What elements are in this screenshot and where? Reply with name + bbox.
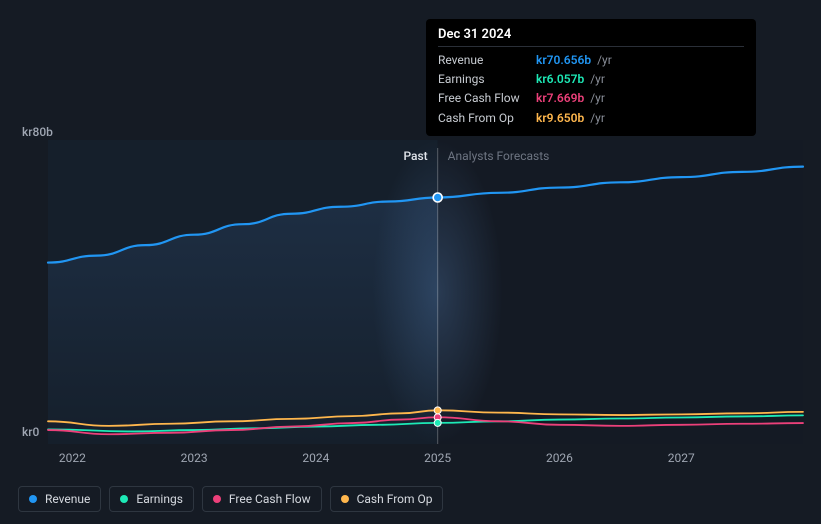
- tooltip-row-value: kr9.650b: [536, 109, 584, 128]
- legend-item[interactable]: Earnings: [109, 486, 194, 512]
- y-tick-label: kr0: [22, 425, 39, 439]
- tooltip-row-value: kr6.057b: [536, 70, 584, 89]
- tooltip-row-label: Revenue: [438, 51, 530, 70]
- forecast-section-label: Analysts Forecasts: [448, 149, 550, 163]
- tooltip-row-label: Free Cash Flow: [438, 89, 530, 108]
- legend-dot-icon: [29, 495, 37, 503]
- legend-dot-icon: [341, 495, 349, 503]
- tooltip-row: Cash From Op kr9.650b/yr: [438, 109, 744, 128]
- tooltip-date: Dec 31 2024: [438, 27, 744, 42]
- marker-earnings: [434, 419, 441, 426]
- tooltip-row: Earnings kr6.057b/yr: [438, 70, 744, 89]
- tooltip-row-unit: /yr: [590, 109, 605, 128]
- tooltip-row-label: Cash From Op: [438, 109, 530, 128]
- legend-item-label: Free Cash Flow: [229, 492, 311, 506]
- past-section-label: Past: [403, 149, 427, 163]
- tooltip-row: Revenue kr70.656b/yr: [438, 51, 744, 70]
- legend: Revenue Earnings Free Cash Flow Cash From O…: [18, 486, 443, 512]
- tooltip-row-value: kr7.669b: [536, 89, 584, 108]
- chart-container: Dec 31 2024 Revenue kr70.656b/yr Earnings k…: [0, 0, 821, 524]
- tooltip-row: Free Cash Flow kr7.669b/yr: [438, 89, 744, 108]
- x-tick-label: 2024: [302, 451, 329, 465]
- tooltip-row-unit: /yr: [597, 51, 612, 70]
- legend-item[interactable]: Cash From Op: [330, 486, 444, 512]
- legend-item-label: Earnings: [136, 492, 183, 506]
- y-tick-label: kr80b: [22, 125, 53, 139]
- marker-cfo: [434, 407, 441, 414]
- x-tick-label: 2023: [181, 451, 208, 465]
- x-tick-label: 2025: [424, 451, 451, 465]
- legend-dot-icon: [120, 495, 128, 503]
- x-tick-label: 2027: [668, 451, 695, 465]
- tooltip-row-value: kr70.656b: [536, 51, 591, 70]
- now-marker: [433, 193, 442, 202]
- legend-item-label: Cash From Op: [357, 492, 433, 506]
- x-tick-label: 2022: [59, 451, 86, 465]
- tooltip-row-unit: /yr: [590, 70, 605, 89]
- tooltip-divider: [438, 46, 744, 47]
- legend-item[interactable]: Free Cash Flow: [202, 486, 322, 512]
- tooltip-row-label: Earnings: [438, 70, 530, 89]
- x-tick-label: 2026: [546, 451, 573, 465]
- legend-item-label: Revenue: [45, 492, 90, 506]
- tooltip-row-unit: /yr: [590, 89, 605, 108]
- legend-item[interactable]: Revenue: [18, 486, 101, 512]
- legend-dot-icon: [213, 495, 221, 503]
- tooltip: Dec 31 2024 Revenue kr70.656b/yr Earnings k…: [426, 19, 756, 136]
